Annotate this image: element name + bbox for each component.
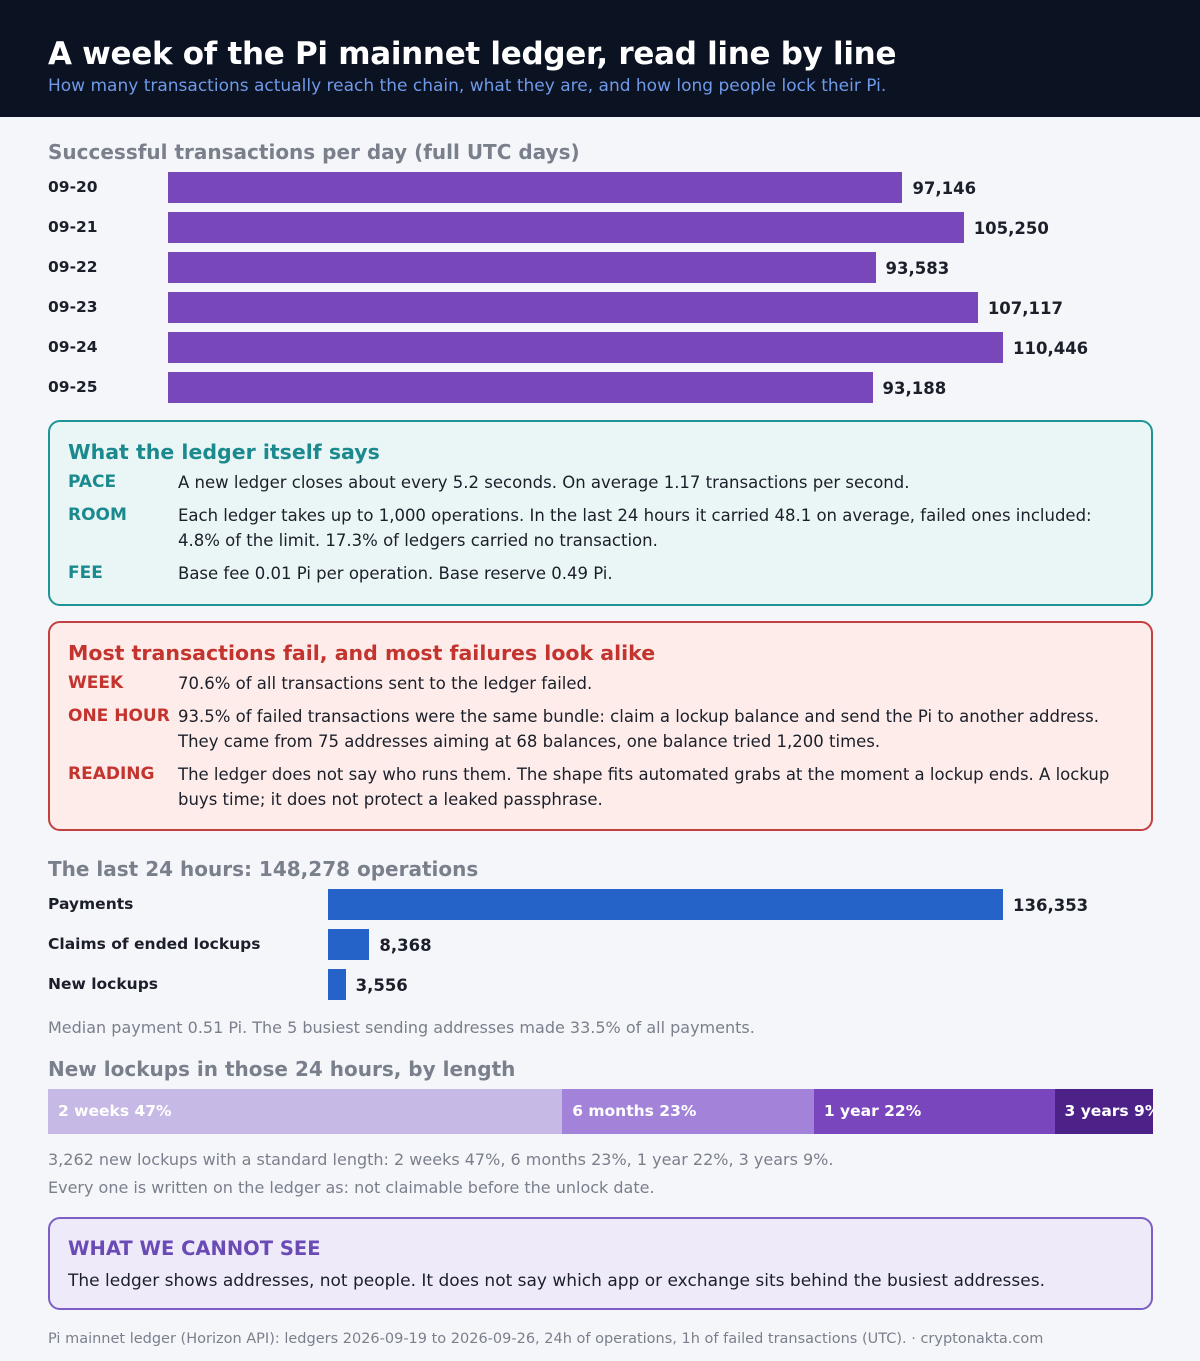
ops-chart-title: The last 24 hours: 148,278 operations	[48, 857, 479, 881]
daily-bar	[168, 292, 978, 323]
daily-bar-value: 107,117	[987, 299, 1063, 318]
ledger-key-pace: PACE	[68, 472, 117, 492]
lockup-note-1: 3,262 new lockups with a standard length…	[48, 1150, 834, 1169]
fail-text-one-hour: 93.5% of failed transactions were the sa…	[178, 707, 1099, 751]
lockup-segment: 2 weeks 47%	[48, 1089, 563, 1134]
ops-bar	[328, 929, 370, 960]
fail-row-one-hour: ONE HOUR 93.5% of failed transactions we…	[68, 704, 1133, 754]
ops-bar-label: Payments	[48, 895, 134, 913]
fail-key-reading: READING	[68, 764, 155, 784]
source-footer: Pi mainnet ledger (Horizon API): ledgers…	[48, 1331, 1044, 1347]
daily-bar-label: 09-25	[48, 378, 98, 396]
daily-bar-value: 110,446	[1013, 339, 1089, 358]
ledger-box-title: What the ledger itself says	[68, 440, 380, 464]
daily-bar	[168, 172, 903, 203]
ledger-row-pace: PACE A new ledger closes about every 5.2…	[68, 470, 1133, 495]
fail-text-reading: The ledger does not say who runs them. T…	[178, 765, 1110, 809]
ops-bar-value: 8,368	[379, 936, 432, 955]
daily-bar-value: 105,250	[973, 219, 1049, 238]
ops-bar	[328, 969, 346, 1000]
lockup-note-2: Every one is written on the ledger as: n…	[48, 1178, 655, 1197]
fail-row-reading: READING The ledger does not say who runs…	[68, 762, 1133, 812]
daily-bar-label: 09-24	[48, 338, 98, 356]
ops-bar-value: 3,556	[355, 976, 408, 995]
fail-box-title: Most transactions fail, and most failure…	[68, 641, 656, 665]
lockup-segment: 1 year 22%	[813, 1089, 1055, 1134]
page-header: A week of the Pi mainnet ledger, read li…	[0, 0, 1200, 117]
ledger-text-fee: Base fee 0.01 Pi per operation. Base res…	[178, 564, 613, 583]
ledger-key-fee: FEE	[68, 563, 103, 583]
page-title: A week of the Pi mainnet ledger, read li…	[48, 36, 897, 72]
ledger-text-room: Each ledger takes up to 1,000 operations…	[178, 506, 1092, 550]
lockup-chart-title: New lockups in those 24 hours, by length	[48, 1057, 516, 1081]
page-subtitle: How many transactions actually reach the…	[48, 76, 887, 96]
cannot-see-title: WHAT WE CANNOT SEE	[68, 1237, 321, 1260]
ledger-key-room: ROOM	[68, 505, 127, 525]
cannot-see-box: WHAT WE CANNOT SEE The ledger shows addr…	[48, 1217, 1153, 1310]
daily-bar	[168, 252, 876, 283]
ops-bar-label: Claims of ended lockups	[48, 935, 261, 953]
daily-bar-label: 09-22	[48, 258, 98, 276]
fail-key-week: WEEK	[68, 673, 124, 693]
failures-box: Most transactions fail, and most failure…	[48, 621, 1153, 831]
daily-bar	[168, 332, 1003, 363]
daily-bar-label: 09-23	[48, 298, 98, 316]
daily-bar-value: 93,188	[882, 379, 947, 398]
daily-bar	[168, 212, 964, 243]
daily-chart-title: Successful transactions per day (full UT…	[48, 140, 580, 164]
ledger-text-pace: A new ledger closes about every 5.2 seco…	[178, 473, 910, 492]
fail-key-one-hour: ONE HOUR	[68, 706, 170, 726]
lockup-segment: 3 years 9%	[1054, 1089, 1153, 1134]
ops-bar-label: New lockups	[48, 975, 159, 993]
ledger-row-room: ROOM Each ledger takes up to 1,000 opera…	[68, 503, 1133, 553]
fail-row-week: WEEK 70.6% of all transactions sent to t…	[68, 671, 1133, 696]
daily-bar-value: 97,146	[912, 179, 977, 198]
ops-note: Median payment 0.51 Pi. The 5 busiest se…	[48, 1018, 755, 1037]
ledger-row-fee: FEE Base fee 0.01 Pi per operation. Base…	[68, 561, 1133, 586]
daily-bar	[168, 372, 873, 403]
ops-bar-value: 136,353	[1013, 896, 1089, 915]
ops-bar	[328, 889, 1003, 920]
lockup-segment: 6 months 23%	[562, 1089, 814, 1134]
cannot-see-text: The ledger shows addresses, not people. …	[68, 1271, 1045, 1291]
ledger-facts-box: What the ledger itself says PACE A new l…	[48, 420, 1153, 606]
daily-bar-value: 93,583	[885, 259, 950, 278]
daily-bar-label: 09-21	[48, 218, 98, 236]
fail-text-week: 70.6% of all transactions sent to the le…	[178, 674, 593, 693]
daily-bar-label: 09-20	[48, 178, 98, 196]
lockup-length-stacked-bar: 2 weeks 47% 6 months 23% 1 year 22% 3 years…	[48, 1089, 1153, 1134]
